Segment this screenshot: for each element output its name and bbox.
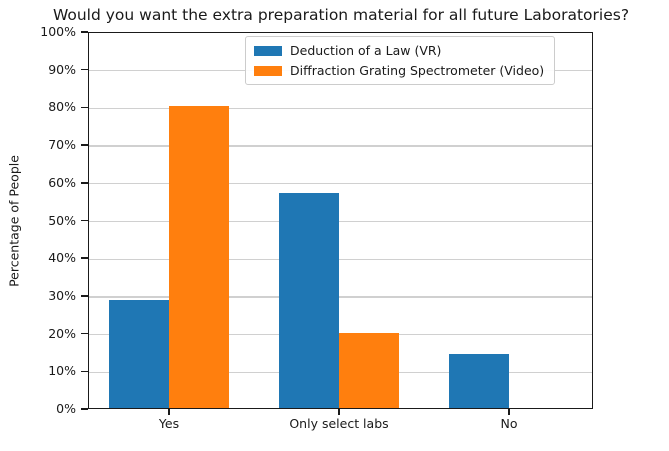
y-tick-label: 80% (48, 99, 76, 115)
y-tick-mark (81, 408, 88, 410)
y-tick-label: 40% (48, 250, 76, 266)
legend-swatch-icon (254, 45, 282, 56)
y-tick-mark (81, 370, 88, 373)
gridline (89, 107, 592, 110)
y-tick-label: 60% (48, 174, 76, 190)
x-tick-label: No (500, 416, 518, 431)
y-tick-mark (81, 257, 88, 259)
y-tick-label: 70% (48, 137, 76, 153)
legend-row: Diffraction Grating Spectrometer (Video) (254, 63, 544, 78)
bar (278, 192, 339, 408)
y-tick-mark (81, 144, 88, 146)
y-tick-mark (81, 68, 88, 71)
bar (108, 300, 169, 408)
y-tick-label: 10% (48, 363, 76, 379)
y-tick-mark (81, 106, 88, 109)
y-tick-mark (81, 219, 88, 222)
y-tick-mark (81, 182, 88, 184)
legend-row: Deduction of a Law (VR) (254, 43, 544, 58)
plot-area: Deduction of a Law (VR) Diffraction Grati… (88, 32, 593, 409)
gridline (89, 220, 592, 223)
bar (448, 354, 509, 408)
chart-title: Would you want the extra preparation mat… (52, 6, 630, 24)
y-tick-label: 0% (56, 401, 76, 416)
gridline (89, 183, 592, 185)
legend: Deduction of a Law (VR) Diffraction Grati… (245, 36, 556, 85)
y-tick-label: 30% (48, 287, 76, 303)
y-tick-mark (81, 31, 88, 33)
y-tick-label: 100% (40, 24, 76, 39)
legend-label: Deduction of a Law (VR) (290, 43, 442, 58)
x-tick-label: Yes (158, 416, 180, 431)
legend-swatch-icon (254, 65, 282, 76)
y-tick-mark (81, 332, 88, 335)
gridline (89, 145, 592, 147)
bar (338, 332, 399, 408)
y-tick-label: 50% (48, 212, 76, 228)
bar (168, 106, 229, 408)
y-tick-mark (81, 295, 88, 297)
gridline (89, 296, 592, 298)
legend-label: Diffraction Grating Spectrometer (Video) (290, 63, 545, 78)
x-tick-label: Only select labs (289, 416, 389, 431)
x-tick-mark (168, 409, 170, 415)
y-tick-label: 20% (48, 325, 76, 341)
x-tick-mark (508, 409, 510, 415)
gridline (89, 258, 592, 260)
y-tick-label: 90% (48, 61, 76, 77)
x-tick-mark (338, 409, 340, 415)
